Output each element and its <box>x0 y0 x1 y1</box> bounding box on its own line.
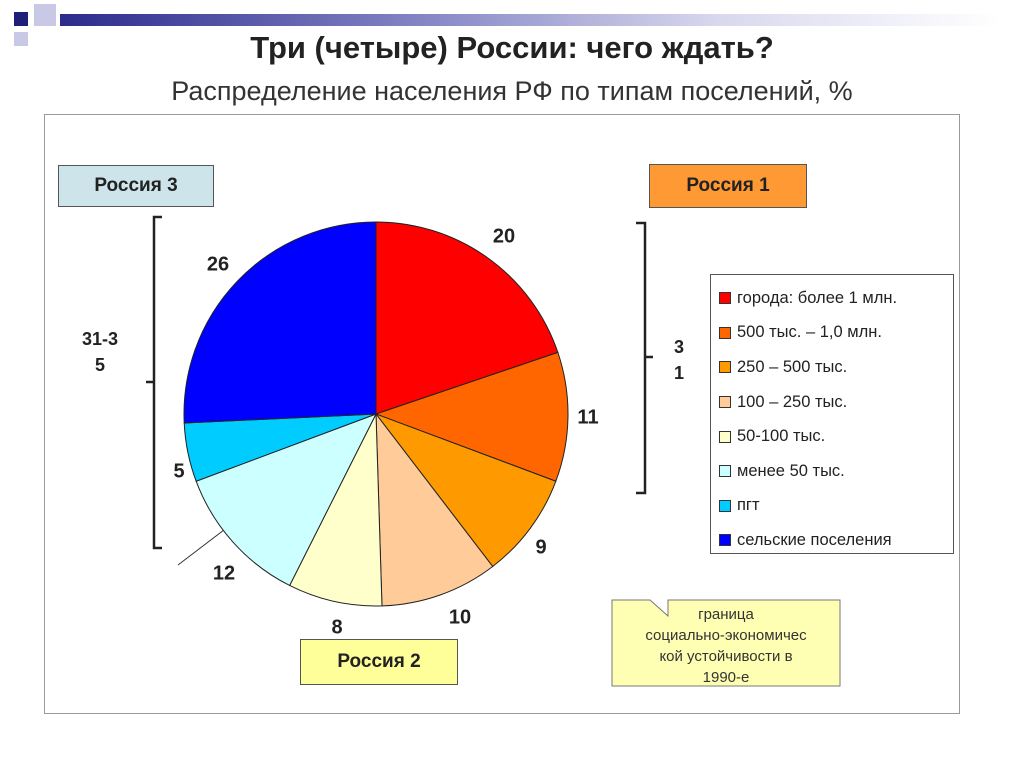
legend: города: более 1 млн. 500 тыс. – 1,0 млн. 2… <box>710 274 954 554</box>
right-bracket-label-line2: 1 <box>673 363 684 383</box>
slide-title: Три (четыре) России: чего ждать? <box>250 30 774 65</box>
legend-swatch <box>719 465 731 478</box>
pie-slice <box>374 351 569 482</box>
pie-slice <box>183 221 377 424</box>
title-bar-decoration <box>60 14 1000 26</box>
legend-label: 500 тыс. – 1,0 млн. <box>737 323 882 342</box>
legend-item: 100 – 250 тыс. <box>719 385 953 420</box>
pie-data-label: 9 <box>535 536 546 558</box>
legend-item: менее 50 тыс. <box>719 454 953 489</box>
pie-data-label: 8 <box>331 616 342 638</box>
legend-item: сельские поселения <box>719 523 953 558</box>
legend-label: 100 – 250 тыс. <box>737 392 848 411</box>
note-shape <box>611 599 841 687</box>
right-bracket-label-line1: 3 <box>673 337 684 357</box>
legend-swatch <box>719 430 731 443</box>
pie-slice <box>288 413 383 607</box>
pie-data-label: 5 <box>173 460 184 482</box>
note-line-3: кой устойчивости в <box>659 648 793 665</box>
legend-item: пгт <box>719 489 953 524</box>
pie-data-label: 10 <box>449 606 471 628</box>
note-text: граница социально-экономичес кой устойчи… <box>612 604 840 688</box>
russia-1-box: Россия 1 <box>649 164 807 208</box>
legend-swatch <box>719 499 731 512</box>
pie-data-label: 12 <box>213 562 235 584</box>
legend-swatch <box>719 534 731 547</box>
pie-data-label: 20 <box>493 225 515 247</box>
pie-slice <box>374 412 557 568</box>
legend-item: 500 тыс. – 1,0 млн. <box>719 316 953 351</box>
left-bracket <box>146 215 162 550</box>
legend-swatch <box>719 396 731 409</box>
decor-square-light <box>34 4 56 26</box>
right-bracket <box>636 221 653 495</box>
note-line-4: 1990-е <box>702 669 750 686</box>
legend-label: менее 50 тыс. <box>737 461 845 480</box>
legend-swatch <box>719 292 731 305</box>
decor-square-dark <box>14 12 28 26</box>
pie-data-label: 11 <box>577 406 598 428</box>
note-line-2: социально-экономичес <box>645 627 807 644</box>
legend-swatch <box>719 326 731 339</box>
legend-item: 250 – 500 тыс. <box>719 350 953 385</box>
legend-label: города: более 1 млн. <box>737 288 898 307</box>
left-bracket-label-line1: 31-3 <box>81 329 119 349</box>
legend-label: 250 – 500 тыс. <box>737 357 848 376</box>
pie-data-label: 26 <box>207 253 229 275</box>
pie-slice <box>375 412 494 607</box>
slide-subtitle: Распределение населения РФ по типам посе… <box>171 76 853 106</box>
pie-slice <box>195 413 378 587</box>
left-bracket-label: 31-3 5 <box>70 326 130 378</box>
right-bracket-label: 3 1 <box>666 334 692 386</box>
russia-2-box: Россия 2 <box>300 639 458 685</box>
legend-swatch <box>719 361 731 374</box>
decor-square-light <box>14 32 28 46</box>
legend-label: сельские поселения <box>737 530 892 549</box>
legend-item: города: более 1 млн. <box>719 281 953 316</box>
note-line-1: граница <box>698 606 754 623</box>
left-bracket-label-line2: 5 <box>94 355 105 375</box>
legend-label: 50-100 тыс. <box>737 427 826 446</box>
legend-item: 50-100 тыс. <box>719 419 953 454</box>
legend-label: пгт <box>737 496 760 515</box>
pie-slice <box>375 221 559 415</box>
russia-3-box: Россия 3 <box>58 165 214 207</box>
